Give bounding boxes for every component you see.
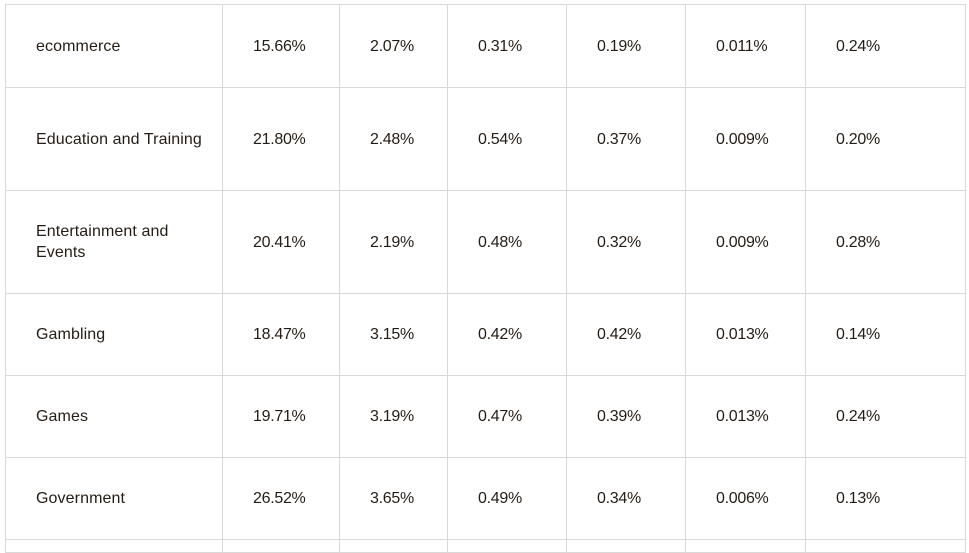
table-row: Government 26.52% 3.65% 0.49% 0.34% 0.00… [5, 457, 966, 540]
value-cell: 0.39% [566, 375, 686, 458]
table-row: ecommerce 15.66% 2.07% 0.31% 0.19% 0.011… [5, 4, 966, 88]
value-cell: 3.19% [339, 375, 448, 458]
value-cell: 0.006% [685, 457, 806, 540]
empty-cell [222, 539, 340, 553]
table-row: Education and Training 21.80% 2.48% 0.54… [5, 87, 966, 191]
empty-cell [5, 539, 223, 553]
value-cell: 0.32% [566, 190, 686, 294]
industry-name-cell: Education and Training [5, 87, 223, 191]
value-cell: 2.07% [339, 4, 448, 88]
industry-name-cell: Government [5, 457, 223, 540]
value-cell: 0.24% [805, 375, 966, 458]
table-row: Entertainment and Events 20.41% 2.19% 0.… [5, 190, 966, 294]
value-cell: 0.013% [685, 293, 806, 376]
value-cell: 0.31% [447, 4, 567, 88]
value-cell: 26.52% [222, 457, 340, 540]
empty-cell [685, 539, 806, 553]
value-cell: 0.19% [566, 4, 686, 88]
empty-cell [339, 539, 448, 553]
table-row: Games 19.71% 3.19% 0.47% 0.39% 0.013% 0.… [5, 375, 966, 458]
value-cell: 21.80% [222, 87, 340, 191]
value-cell: 0.48% [447, 190, 567, 294]
value-cell: 18.47% [222, 293, 340, 376]
value-cell: 15.66% [222, 4, 340, 88]
table-row: Gambling 18.47% 3.15% 0.42% 0.42% 0.013%… [5, 293, 966, 376]
value-cell: 2.48% [339, 87, 448, 191]
value-cell: 0.14% [805, 293, 966, 376]
empty-cell [447, 539, 567, 553]
value-cell: 0.013% [685, 375, 806, 458]
value-cell: 0.009% [685, 190, 806, 294]
value-cell: 0.47% [447, 375, 567, 458]
value-cell: 0.24% [805, 4, 966, 88]
table-row-partial [5, 539, 966, 553]
value-cell: 0.13% [805, 457, 966, 540]
value-cell: 0.34% [566, 457, 686, 540]
value-cell: 3.15% [339, 293, 448, 376]
value-cell: 0.20% [805, 87, 966, 191]
industry-name-cell: Gambling [5, 293, 223, 376]
value-cell: 0.011% [685, 4, 806, 88]
value-cell: 0.42% [447, 293, 567, 376]
value-cell: 20.41% [222, 190, 340, 294]
value-cell: 0.28% [805, 190, 966, 294]
value-cell: 0.42% [566, 293, 686, 376]
industry-benchmark-table: ecommerce 15.66% 2.07% 0.31% 0.19% 0.011… [5, 4, 966, 553]
empty-cell [566, 539, 686, 553]
value-cell: 0.37% [566, 87, 686, 191]
value-cell: 0.49% [447, 457, 567, 540]
benchmark-table-container: ecommerce 15.66% 2.07% 0.31% 0.19% 0.011… [5, 4, 966, 553]
industry-name-cell: ecommerce [5, 4, 223, 88]
empty-cell [805, 539, 966, 553]
value-cell: 19.71% [222, 375, 340, 458]
value-cell: 0.54% [447, 87, 567, 191]
industry-name-cell: Entertainment and Events [5, 190, 223, 294]
value-cell: 0.009% [685, 87, 806, 191]
value-cell: 3.65% [339, 457, 448, 540]
industry-name-cell: Games [5, 375, 223, 458]
value-cell: 2.19% [339, 190, 448, 294]
